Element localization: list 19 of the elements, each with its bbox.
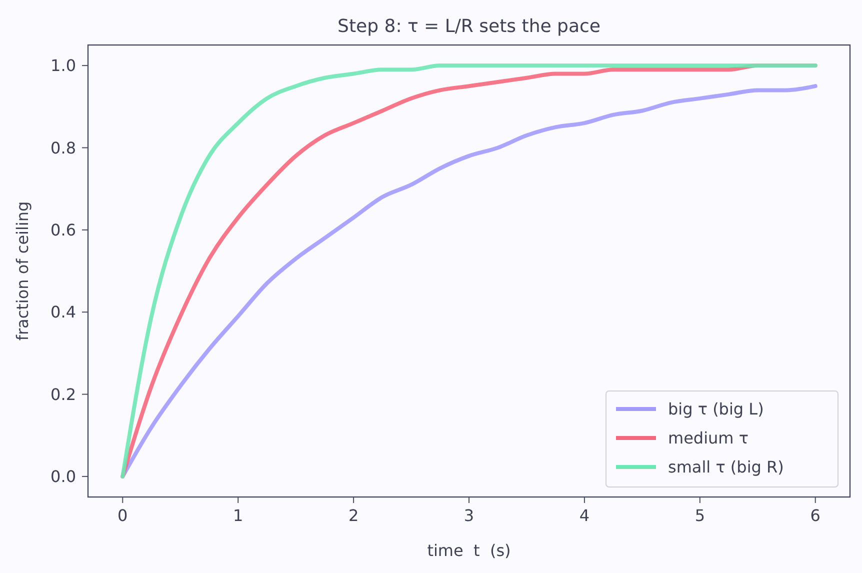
y-tick-label: 1.0: [50, 56, 76, 76]
legend-label: small τ (big R): [668, 458, 784, 477]
legend-label: big τ (big L): [668, 400, 764, 419]
x-tick-label: 3: [464, 506, 474, 525]
chart-title: Step 8: τ = L/R sets the pace: [338, 16, 600, 37]
x-axis-title: time t (s): [427, 541, 511, 560]
y-tick-label: 0.6: [50, 220, 76, 240]
y-tick-label: 0.2: [50, 384, 76, 404]
x-tick-label: 2: [348, 506, 359, 525]
y-tick-label: 0.0: [50, 467, 76, 486]
x-tick-label: 4: [579, 506, 590, 525]
y-tick-label: 0.4: [50, 302, 76, 322]
y-axis-title: fraction of ceiling: [13, 201, 32, 341]
x-tick-label: 5: [694, 506, 706, 525]
x-tick-label: 1: [232, 506, 244, 525]
x-tick-label: 6: [810, 506, 820, 525]
x-tick-label: 0: [118, 506, 128, 525]
legend-label: medium τ: [668, 428, 748, 448]
y-tick-label: 0.8: [50, 138, 76, 158]
